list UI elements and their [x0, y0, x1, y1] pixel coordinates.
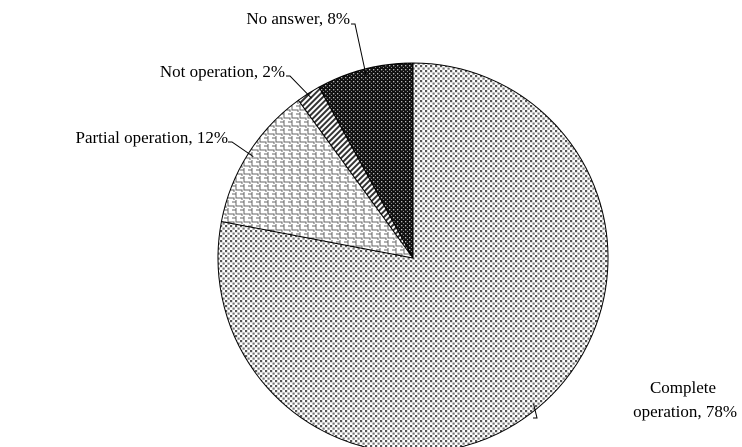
leader-line — [533, 403, 538, 419]
leader-line — [351, 23, 367, 75]
slice-label: No answer, 8% — [246, 9, 350, 28]
label-line: Complete — [650, 378, 716, 397]
slice-label: Not operation, 2% — [160, 62, 285, 81]
labels: Complete operation, 78% Partial operation,… — [76, 9, 738, 421]
slice-label: Partial operation, 12% — [76, 128, 229, 147]
slice-label: Complete operation, 78% — [633, 378, 737, 421]
leader-line — [228, 141, 254, 158]
pie — [217, 62, 609, 447]
pie-slice — [217, 62, 609, 447]
label-line: operation, 78% — [633, 402, 737, 421]
leader-line — [286, 75, 313, 99]
